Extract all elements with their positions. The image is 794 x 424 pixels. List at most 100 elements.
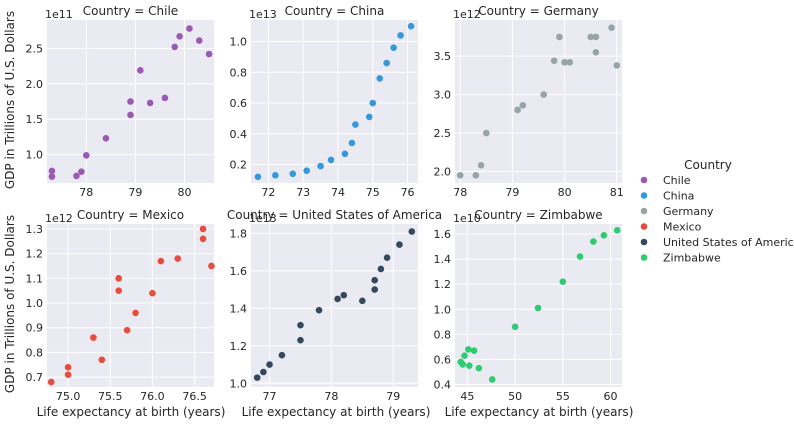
- data-point: [82, 152, 90, 159]
- legend-label: Zimbabwe: [663, 252, 721, 265]
- data-point: [540, 91, 548, 98]
- data-point: [341, 150, 349, 158]
- data-point: [465, 346, 472, 353]
- x-tick-label: 45: [460, 390, 474, 403]
- data-point: [587, 33, 594, 41]
- data-point: [127, 98, 134, 105]
- data-point: [205, 50, 213, 58]
- data-point: [397, 32, 404, 39]
- panel-title: Country = Chile: [83, 4, 178, 18]
- data-point: [317, 162, 324, 170]
- data-point: [127, 111, 134, 119]
- data-point: [48, 173, 56, 180]
- y-tick-label: 0.7: [26, 371, 44, 384]
- data-point: [456, 172, 464, 179]
- legend-item-chile: Chile: [640, 174, 691, 187]
- legend-title: Country: [684, 158, 732, 172]
- legend-label: United States of America: [663, 236, 794, 249]
- x-axis-label-zimbabwe: Life expectancy at birth (years): [445, 405, 634, 419]
- legend-item-united-states-of-america: United States of America: [640, 236, 794, 249]
- data-point: [149, 289, 156, 297]
- legend-marker: [640, 176, 648, 184]
- data-point: [98, 356, 106, 364]
- data-point: [459, 361, 466, 368]
- y-tick-label: 0.9: [26, 322, 44, 335]
- data-point: [174, 255, 182, 262]
- data-point: [377, 265, 385, 273]
- data-point: [466, 362, 473, 369]
- x-tick-label: 81: [610, 186, 624, 199]
- axis-offset-label: 1e13: [249, 8, 277, 21]
- data-point: [600, 231, 608, 239]
- data-point: [383, 254, 391, 262]
- data-point: [608, 24, 615, 31]
- data-point: [48, 167, 56, 175]
- x-tick-label: 79: [386, 390, 400, 403]
- data-point: [161, 94, 169, 102]
- x-tick-label: 73: [296, 186, 310, 199]
- x-tick-label: 75.0: [56, 390, 81, 403]
- data-point: [576, 253, 584, 260]
- data-point: [592, 48, 600, 56]
- y-tick-label: 3.5: [434, 50, 452, 63]
- x-tick-label: 72: [261, 186, 275, 199]
- y-tick-label: 1.6: [434, 228, 452, 241]
- x-tick-label: 78: [324, 390, 338, 403]
- data-point: [132, 309, 139, 317]
- data-point: [146, 99, 154, 107]
- panel-title: Country = Zimbabwe: [474, 208, 602, 222]
- x-tick-label: 80: [178, 186, 192, 199]
- legend-marker: [640, 254, 648, 261]
- legend-item-germany: Germany: [640, 205, 714, 218]
- data-point: [327, 156, 335, 164]
- y-tick-label: 1.5: [26, 113, 44, 126]
- axis-offset-label: 1e10: [453, 212, 481, 225]
- data-point: [64, 363, 72, 371]
- y-tick-label: 0.4: [434, 378, 452, 391]
- data-point: [199, 225, 207, 233]
- y-tick-label: 0.6: [434, 353, 452, 366]
- data-point: [266, 361, 273, 368]
- axis-offset-label: 1e11: [45, 8, 73, 21]
- data-point: [359, 297, 366, 305]
- data-point: [613, 226, 621, 234]
- data-point: [371, 286, 379, 293]
- data-point: [47, 378, 55, 386]
- legend-label: Mexico: [663, 221, 702, 234]
- data-point: [73, 172, 80, 180]
- x-tick-label: 76.5: [182, 390, 207, 403]
- x-tick-label: 80: [558, 186, 572, 199]
- axis-offset-label: 1e13: [249, 212, 277, 225]
- data-point: [483, 129, 490, 137]
- x-tick-label: 74: [331, 186, 345, 199]
- y-tick-label: 2.5: [26, 42, 44, 55]
- y-tick-label: 1.3: [26, 223, 44, 236]
- data-point: [550, 57, 558, 65]
- data-point: [613, 62, 621, 69]
- y-axis-label-bottom: GDP in Trillions of U.S. Dollars: [3, 215, 17, 393]
- y-tick-label: 1.4: [230, 302, 248, 315]
- x-tick-label: 79: [128, 186, 142, 199]
- data-point: [115, 287, 122, 294]
- axis-offset-label: 1e12: [45, 212, 73, 225]
- x-tick-label: 77: [263, 390, 277, 403]
- data-point: [408, 228, 416, 235]
- data-point: [556, 33, 563, 41]
- data-point: [208, 262, 215, 270]
- x-tick-label: 60: [604, 390, 618, 403]
- legend: Country Chile China Germany Mexico United St…: [640, 158, 794, 265]
- data-point: [511, 323, 519, 331]
- data-point: [334, 295, 341, 303]
- data-point: [371, 276, 379, 284]
- legend-label: Germany: [663, 205, 714, 218]
- data-point: [289, 170, 297, 178]
- data-point: [157, 257, 165, 265]
- y-tick-label: 3.0: [434, 89, 452, 102]
- x-tick-label: 76: [401, 186, 415, 199]
- data-point: [534, 304, 542, 312]
- data-point: [102, 135, 110, 142]
- data-point: [176, 33, 183, 40]
